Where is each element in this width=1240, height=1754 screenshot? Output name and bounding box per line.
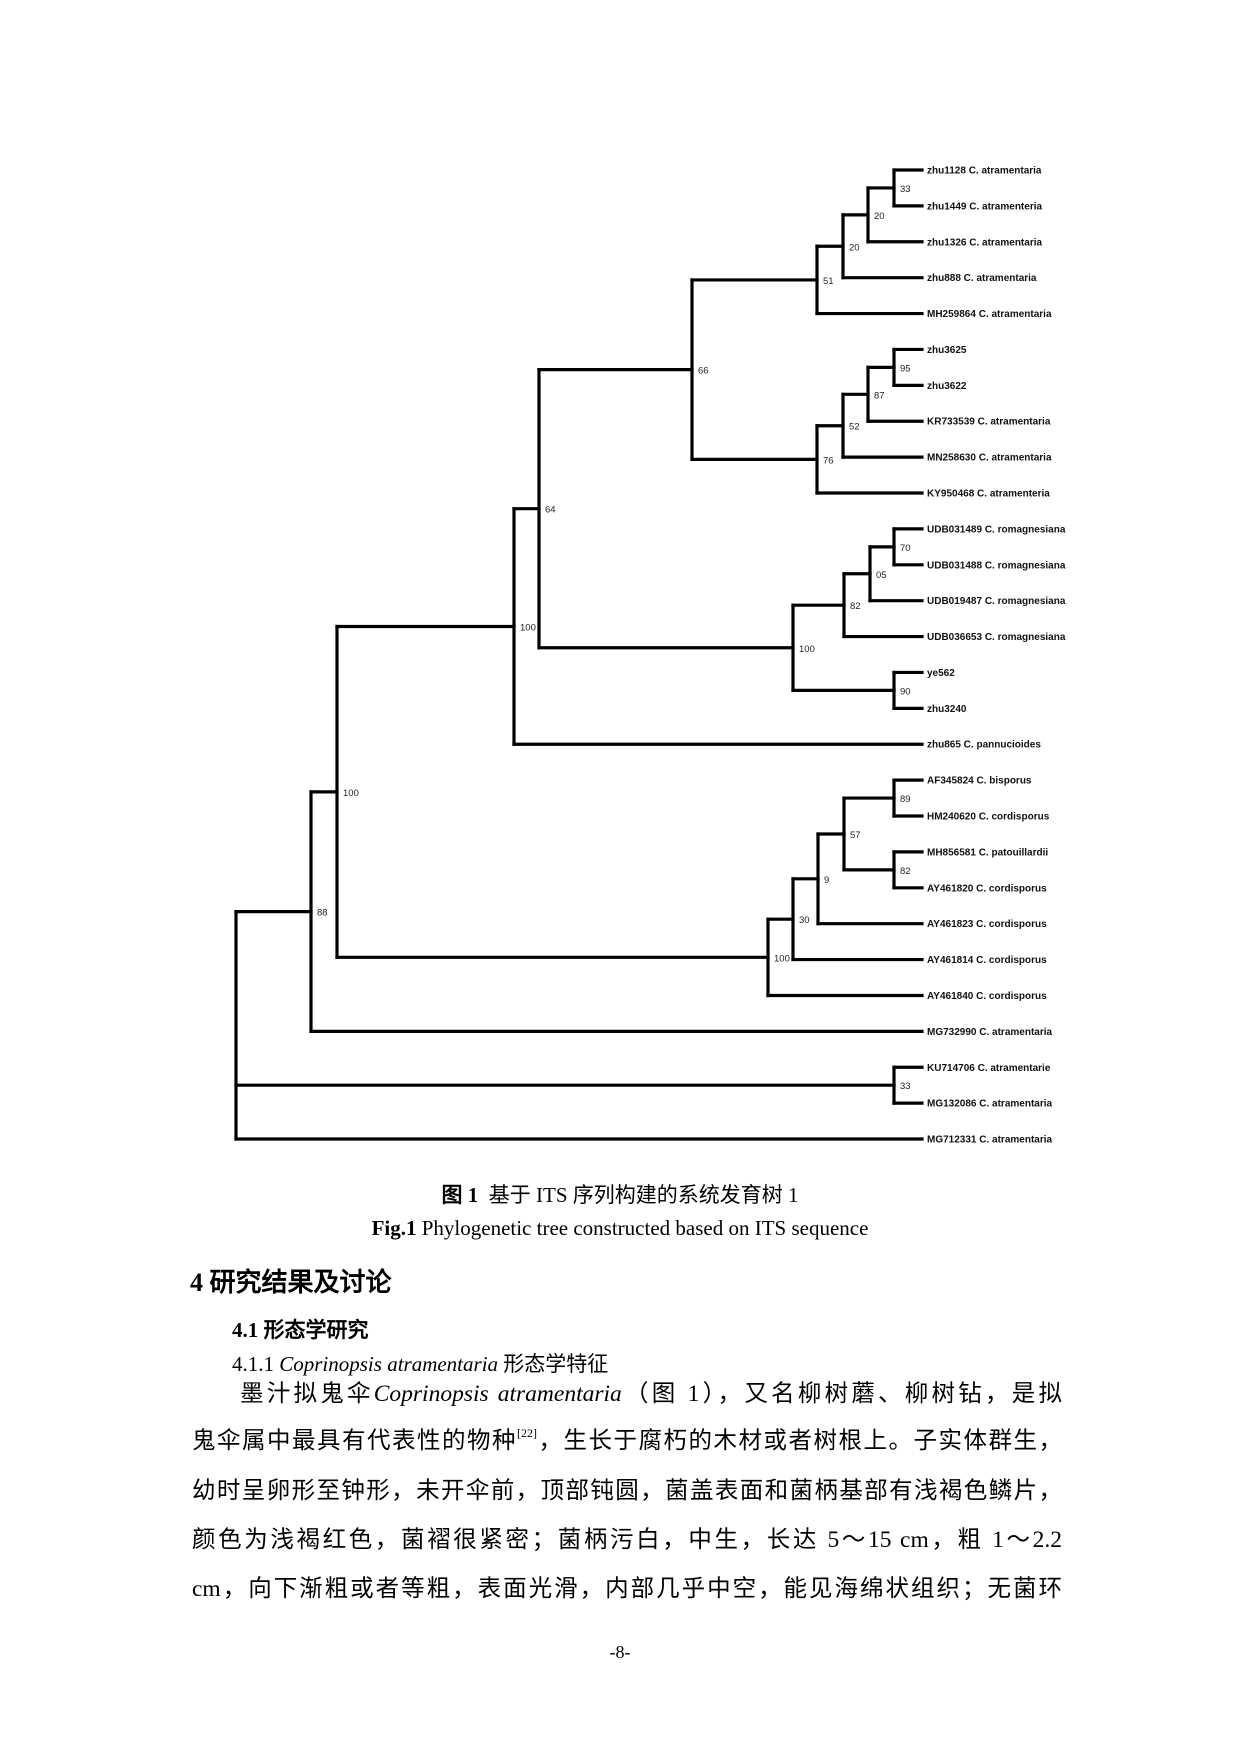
leaf-label: zhu3622 (927, 381, 967, 392)
leaf-label: AY461820 C. cordisporus (927, 883, 1047, 894)
bootstrap-value: 76 (823, 455, 834, 466)
paragraph-line: 颜色为浅褐红色，菌褶很紧密；菌柄污白，中生，长达 5～15 cm，粗 1～2.2 (192, 1527, 1062, 1553)
text-run: ，生长于腐朽的木材或者树根上。子实体群生， (537, 1428, 1062, 1454)
leaf-label: MH259864 C. atramentaria (927, 309, 1052, 320)
leaf-label: zhu1128 C. atramentaria (927, 166, 1042, 177)
paragraph-line: cm，向下渐粗或者等粗，表面光滑，内部几乎中空，能见海绵状组织；无菌环 (192, 1576, 1062, 1602)
leaf-label: UDB031489 C. romagnesiana (927, 524, 1066, 535)
bootstrap-value: 57 (850, 830, 861, 841)
leaf-label: zhu3240 (927, 704, 967, 715)
bootstrap-value: 66 (698, 366, 709, 377)
subsubsection-number: 4.1.1 (232, 1352, 274, 1376)
subsubsection-heading: 4.1.1 Coprinopsis atramentaria 形态学特征 (232, 1348, 608, 1378)
figure-label-cn: 图 1 (441, 1183, 479, 1207)
bootstrap-value: 100 (799, 644, 815, 655)
leaf-label: HM240620 C. cordisporus (927, 812, 1050, 823)
leaf-label: zhu3625 (927, 345, 967, 356)
subsection-heading: 4.1 形态学研究 (232, 1318, 369, 1342)
bootstrap-value: 33 (900, 1081, 911, 1092)
figure-caption-cn: 图 1 基于 ITS 序列构建的系统发育树 1 (0, 1183, 1240, 1207)
leaf-label: KY950468 C. atramenteria (927, 489, 1050, 500)
bootstrap-value: 89 (900, 794, 911, 805)
leaf-label: KU714706 C. atramentarie (927, 1063, 1051, 1074)
bootstrap-value: 100 (520, 622, 536, 633)
leaf-label: zhu888 C. atramentaria (927, 273, 1037, 284)
leaf-label: MG712331 C. atramentaria (927, 1135, 1053, 1146)
section-heading: 4 研究结果及讨论 (190, 1268, 392, 1297)
text-run: （图 1），又名柳树蘑、柳树钻，是拟 (621, 1381, 1063, 1407)
species-name: Coprinopsis atramentaria (373, 1381, 622, 1407)
bootstrap-value: 51 (823, 276, 834, 287)
leaf-label: AY461840 C. cordisporus (927, 991, 1047, 1002)
leaf-label: AY461814 C. cordisporus (927, 955, 1047, 966)
leaf-label: KR733539 C. atramentaria (927, 417, 1051, 428)
bootstrap-value: 87 (874, 390, 885, 401)
leaf-label: ye562 (927, 668, 955, 679)
bootstrap-value: 70 (900, 543, 911, 554)
leaf-label: MN258630 C. atramentaria (927, 453, 1052, 464)
bootstrap-value: 20 (849, 242, 860, 253)
figure-caption-en: Fig.1 Phylogenetic tree constructed base… (0, 1216, 1240, 1240)
bootstrap-value: 05 (876, 570, 887, 581)
figure-label-en: Fig.1 (371, 1216, 417, 1240)
bootstrap-value: 100 (343, 788, 359, 799)
paragraph-line: 幼时呈卵形至钟形，未开伞前，顶部钝圆，菌盖表面和菌柄基部有浅褐色鳞片， (192, 1478, 1062, 1504)
bootstrap-value: 20 (874, 211, 885, 222)
bootstrap-value: 52 (849, 422, 860, 433)
leaf-label: AY461823 C. cordisporus (927, 919, 1047, 930)
leaf-label: MG132086 C. atramentaria (927, 1099, 1053, 1110)
leaf-label: MH856581 C. patouillardii (927, 847, 1048, 858)
leaf-label: zhu1326 C. atramentaria (927, 237, 1042, 248)
leaf-label: UDB031488 C. romagnesiana (927, 560, 1066, 571)
paragraph-line: 墨汁拟鬼伞Coprinopsis atramentaria（图 1），又名柳树蘑… (240, 1380, 1062, 1408)
leaf-label: UDB036653 C. romagnesiana (927, 632, 1066, 643)
citation-ref: [22] (517, 1426, 537, 1440)
leaf-label: UDB019487 C. romagnesiana (927, 596, 1066, 607)
bootstrap-value: 30 (799, 915, 810, 926)
text-run: 鬼伞属中最具有代表性的物种 (192, 1428, 517, 1454)
bootstrap-value: 64 (545, 505, 556, 516)
subsubsection-suffix: 形态学特征 (503, 1352, 609, 1376)
bootstrap-value: 100 (774, 953, 790, 964)
page-number: -8- (609, 1642, 631, 1662)
bootstrap-value: 9 (824, 875, 829, 886)
bootstrap-value: 82 (900, 866, 911, 877)
text-run: 墨汁拟鬼伞 (240, 1381, 374, 1407)
bootstrap-value: 82 (850, 601, 861, 612)
bootstrap-value: 90 (900, 686, 911, 697)
leaf-label: zhu1449 C. atramenteria (927, 201, 1042, 212)
figure-title-cn: 基于 ITS 序列构建的系统发育树 1 (488, 1183, 799, 1207)
bootstrap-value: 95 (900, 363, 911, 374)
leaf-label: zhu865 C. pannucioides (927, 740, 1041, 751)
bootstrap-value: 88 (317, 908, 328, 919)
bootstrap-value: 33 (900, 184, 911, 195)
figure-title-en: Phylogenetic tree constructed based on I… (421, 1216, 869, 1240)
paragraph-line: 鬼伞属中最具有代表性的物种[22]，生长于腐朽的木材或者树根上。子实体群生， (192, 1427, 1062, 1455)
subsubsection-species: Coprinopsis atramentaria (279, 1352, 499, 1376)
leaf-label: AF345824 C. bisporus (927, 776, 1032, 787)
leaf-label: MG732990 C. atramentaria (927, 1027, 1053, 1038)
